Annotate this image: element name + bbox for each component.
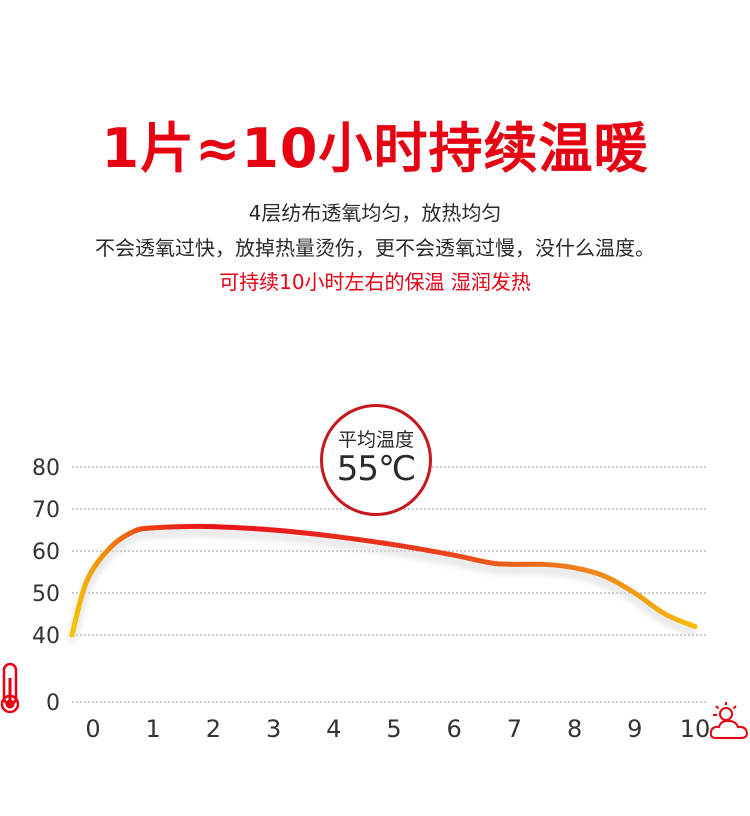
headline: 1片≈10小时持续温暖 — [101, 117, 649, 180]
average-temperature-badge: 平均温度 55℃ — [320, 404, 432, 516]
x-tick-label: 0 — [85, 715, 100, 743]
y-tick-label: 60 — [32, 540, 60, 565]
x-tick-label: 10 — [680, 715, 711, 743]
y-tick-label: 50 — [32, 582, 60, 607]
subtitle-line-1: 4层纺布透氧均匀，放热均匀 — [248, 201, 502, 225]
y-tick-label: 40 — [32, 624, 60, 649]
x-tick-label: 8 — [567, 715, 582, 743]
curve-shadow — [69, 529, 697, 642]
x-tick-label: 9 — [627, 715, 642, 743]
badge-label: 平均温度 — [337, 429, 414, 451]
x-tick-label: 4 — [326, 715, 341, 743]
y-tick-label: 0 — [46, 691, 60, 716]
x-tick-label: 6 — [447, 715, 462, 743]
x-tick-label: 5 — [386, 715, 401, 743]
x-tick-label: 3 — [266, 715, 281, 743]
badge-value: 55℃ — [336, 449, 416, 489]
x-tick-label: 1 — [146, 715, 161, 743]
y-tick-label: 80 — [32, 456, 60, 481]
x-tick-label: 2 — [206, 715, 221, 743]
subtitle-line-2: 不会透氧过快，放掉热量烫伤，更不会透氧过慢，没什么温度。 — [95, 236, 655, 260]
sun-cloud-icon — [709, 702, 749, 739]
y-tick-label: 70 — [32, 498, 60, 523]
thermometer-icon — [0, 662, 20, 714]
temperature-curve — [69, 523, 698, 638]
subtitle-line-3-highlight: 可持续10小时左右的保温 湿润发热 — [219, 270, 531, 294]
x-tick-label: 7 — [507, 715, 522, 743]
